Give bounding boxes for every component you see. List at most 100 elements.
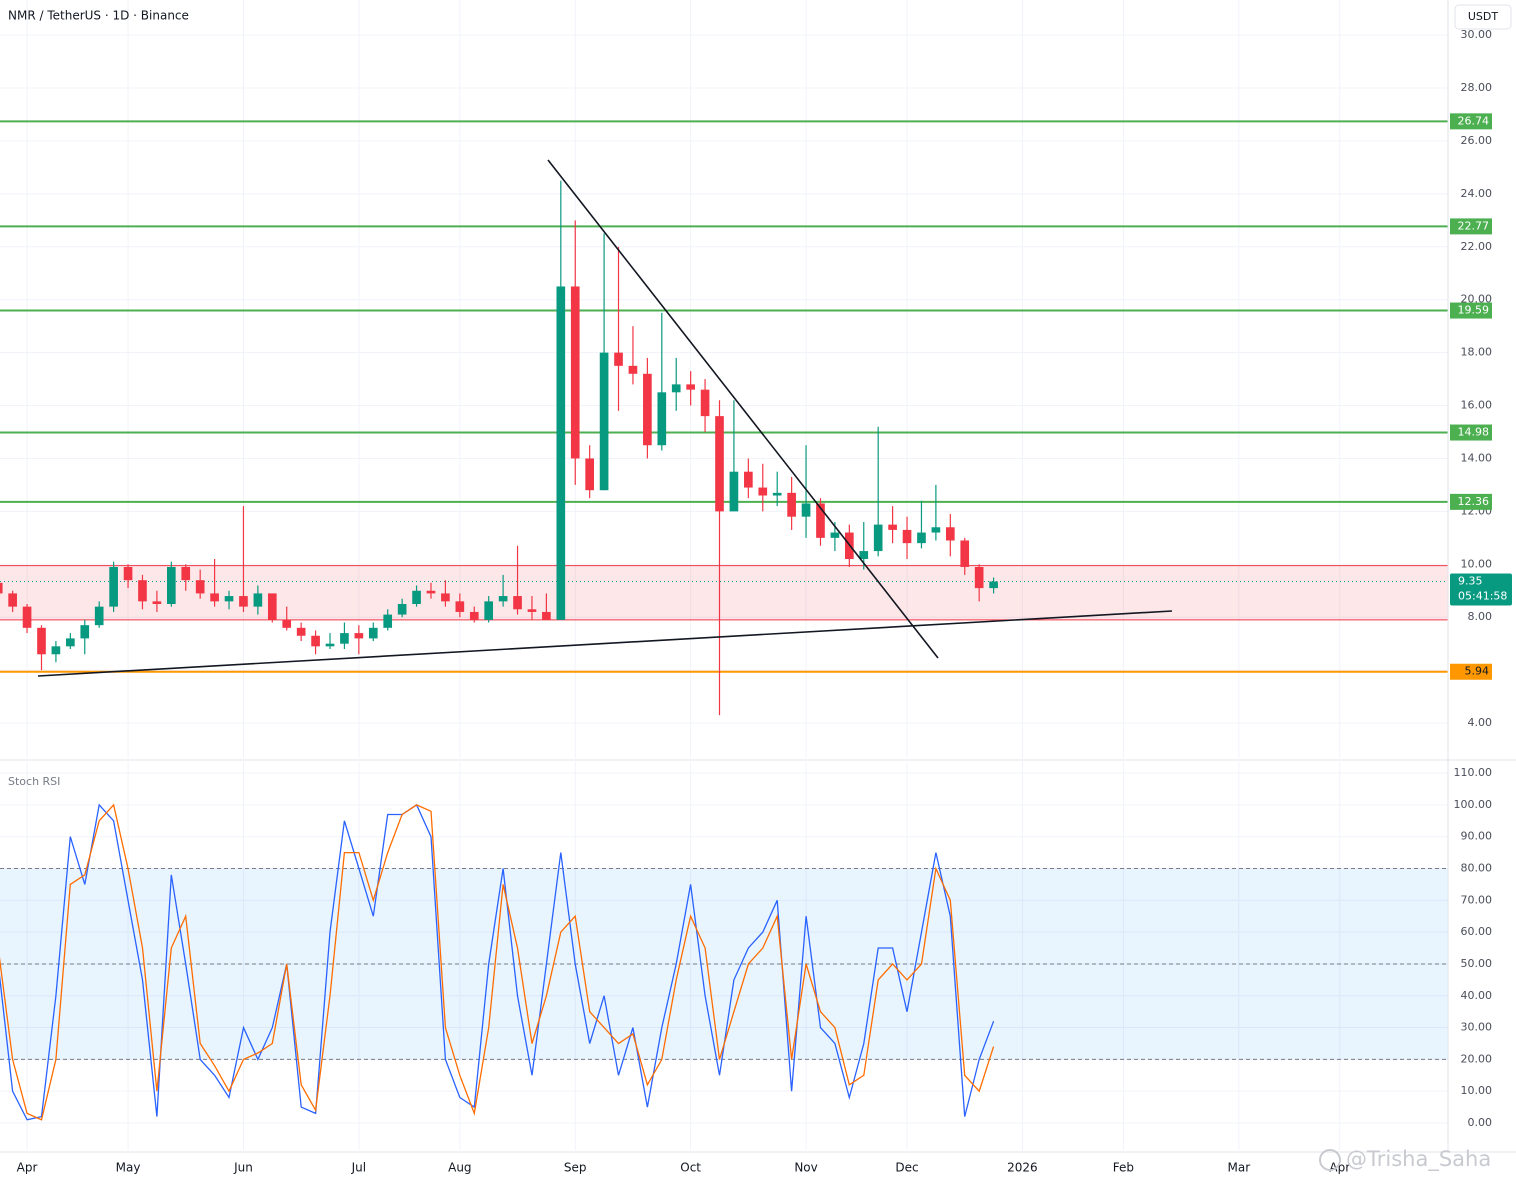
x-tick-label: Sep (564, 1161, 587, 1175)
candle-body (931, 527, 941, 533)
last-price-label: 9.35 (1458, 575, 1483, 588)
candle-body (340, 633, 349, 644)
level-label-bg (1450, 113, 1492, 130)
candle-body (0, 582, 3, 594)
level-label-bg (1450, 663, 1492, 680)
candle-body (873, 524, 883, 552)
candle-body (22, 606, 32, 628)
candle-body (426, 590, 436, 594)
y-tick-label: 22.00 (1461, 240, 1493, 253)
candle-body (166, 566, 176, 604)
x-tick-label: Apr (17, 1161, 38, 1175)
candle-body (917, 532, 926, 544)
countdown: 05:41:58 (1458, 590, 1507, 603)
watermark: @Trisha_Saha (1346, 1147, 1491, 1172)
candle-body (989, 581, 998, 589)
candle-body (542, 611, 551, 620)
candle-body (945, 527, 955, 541)
x-tick-label: Dec (895, 1161, 918, 1175)
y-tick-label: 60.00 (1461, 925, 1493, 938)
candle-body (368, 627, 378, 639)
candle-body (801, 503, 811, 517)
candle-body (830, 532, 840, 538)
x-tick-label: May (116, 1161, 141, 1175)
y-tick-label: 16.00 (1461, 399, 1493, 412)
y-tick-label: 14.00 (1461, 451, 1493, 464)
candle-body (585, 458, 594, 491)
candle-body (513, 596, 522, 610)
candle-body (152, 601, 162, 604)
candle-body (657, 392, 667, 446)
currency-button[interactable] (1454, 4, 1512, 30)
labels-layer: Apr May Jun Jul Aug Sep Oct Nov Dec 2026 Feb Mar Apr… (17, 28, 1512, 1175)
candle-body (37, 627, 46, 655)
candle-body (671, 384, 681, 393)
candle-body (195, 580, 205, 594)
level-label: 22.77 (1458, 219, 1490, 232)
candle-body (210, 593, 219, 602)
level-label-bg (1450, 493, 1492, 510)
y-tick-label: 90.00 (1461, 830, 1493, 843)
candle-body (859, 551, 869, 560)
candle-body (383, 614, 393, 628)
level-label: 19.59 (1458, 304, 1490, 317)
level-label-bg (1450, 302, 1492, 319)
grid-layer (0, 0, 1448, 1150)
level-label: 14.98 (1458, 426, 1490, 439)
y-tick-label: 18.00 (1461, 346, 1493, 359)
y-tick-label: 28.00 (1461, 81, 1493, 94)
candle-body (700, 389, 710, 417)
candle-body (109, 566, 118, 607)
y-tick-label: 26.00 (1461, 134, 1493, 147)
y-tick-label: 100.00 (1454, 798, 1493, 811)
y-tick-label: 24.00 (1461, 187, 1493, 200)
marks-layer (0, 180, 998, 1121)
candle-body (628, 365, 638, 374)
y-tick-label: 20.00 (1461, 293, 1493, 306)
chart-title: NMR / TetherUS · 1D · Binance (8, 9, 189, 23)
y-tick-label: 80.00 (1461, 862, 1493, 875)
candle-body (397, 603, 407, 615)
candle-body (686, 384, 695, 390)
candle-body (441, 593, 450, 602)
x-tick-label: Feb (1113, 1161, 1134, 1175)
y-tick-label: 30.00 (1461, 28, 1493, 41)
candle-body (816, 503, 825, 538)
candle-body (325, 643, 335, 647)
candle-body (181, 566, 191, 581)
candle-body (643, 373, 652, 446)
candle-body (94, 606, 104, 626)
background-layer (0, 120, 1448, 1060)
level-label: 5.94 (1465, 665, 1490, 678)
candle-body (311, 635, 320, 647)
y-tick-label: 30.00 (1461, 1021, 1493, 1034)
candle-body (354, 633, 364, 639)
y-tick-label: 10.00 (1461, 1084, 1493, 1097)
candle-body (455, 601, 465, 612)
candle-body (902, 529, 912, 544)
trendline (547, 159, 939, 659)
indicator-title: Stoch RSI (8, 775, 60, 788)
level-label-bg (1450, 218, 1492, 235)
y-tick-label: 70.00 (1461, 893, 1493, 906)
currency-button-label[interactable]: USDT (1468, 10, 1499, 23)
candle-body (253, 593, 263, 607)
candle-body (138, 580, 147, 602)
stoch-line (0, 803, 995, 1121)
zone (0, 565, 1448, 620)
candle-body (527, 609, 537, 612)
candle-body (772, 492, 782, 496)
candle-body (469, 611, 479, 620)
candle-body (974, 566, 984, 589)
x-tick-label: Jun (233, 1161, 253, 1175)
candle-body (282, 619, 292, 628)
candle-body (787, 492, 796, 517)
x-tick-label: Nov (794, 1161, 817, 1175)
y-tick-label: 20.00 (1461, 1052, 1493, 1065)
candle-body (80, 625, 90, 639)
y-tick-label: 10.00 (1461, 557, 1493, 570)
candle-body (224, 596, 234, 602)
candle-body (296, 627, 306, 636)
